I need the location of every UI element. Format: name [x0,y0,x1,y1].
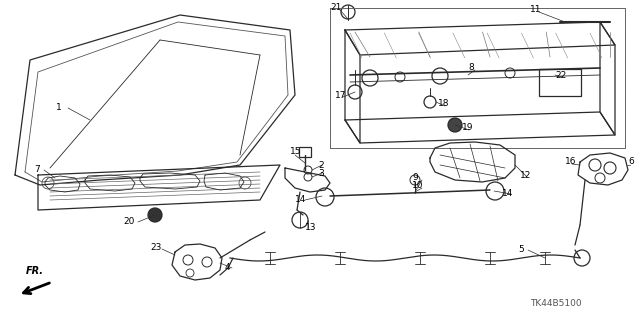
Text: 18: 18 [438,100,449,108]
Text: 20: 20 [123,218,134,226]
Text: 8: 8 [468,63,474,72]
Text: 6: 6 [628,158,634,167]
Text: 9: 9 [412,173,418,182]
Text: 1: 1 [56,103,61,113]
Text: 17: 17 [335,91,346,100]
Text: 14: 14 [295,196,307,204]
Text: 21: 21 [330,4,341,12]
Text: FR.: FR. [26,266,44,276]
Text: 14: 14 [502,189,513,198]
Text: 4: 4 [225,263,230,272]
Circle shape [148,208,162,222]
Text: 12: 12 [520,170,531,180]
Text: 23: 23 [150,242,161,251]
Text: 5: 5 [518,246,524,255]
Text: 10: 10 [412,182,424,190]
Text: 13: 13 [305,224,317,233]
Text: 15: 15 [290,147,301,157]
Text: 7: 7 [34,166,40,174]
Text: 16: 16 [565,158,577,167]
Text: 22: 22 [555,70,566,79]
Text: 2: 2 [318,160,324,169]
Text: 3: 3 [318,168,324,177]
Circle shape [448,118,462,132]
Text: 19: 19 [462,123,474,132]
Text: TK44B5100: TK44B5100 [530,299,582,308]
Text: 11: 11 [530,5,541,14]
